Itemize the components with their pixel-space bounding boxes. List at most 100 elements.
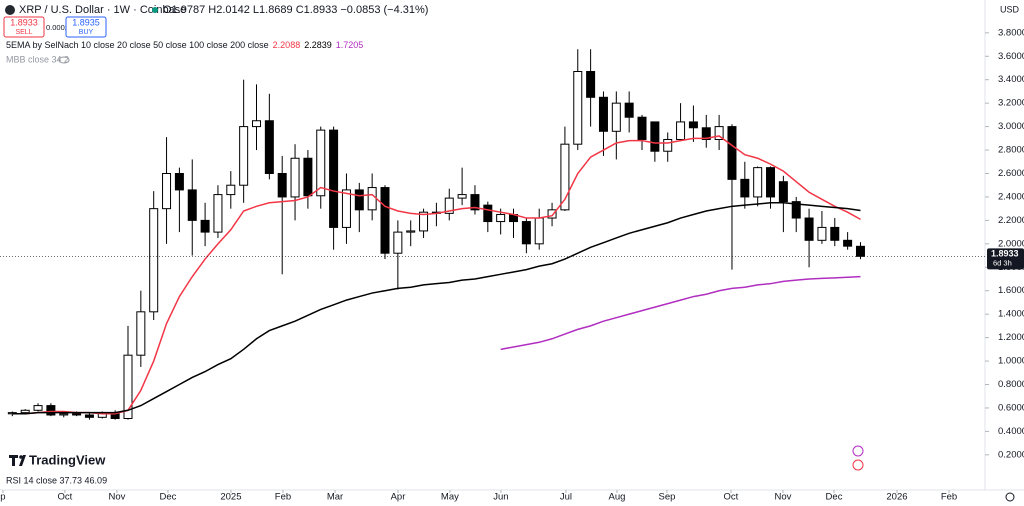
market-status [152,7,158,13]
chart-title: XRP / U.S. Dollar · 1W · Coinbase [19,4,186,16]
indicator-name: 5EMA by SelNach 10 close 20 close 50 clo… [6,40,269,50]
candle-body [611,102,621,132]
candle-body [496,214,506,223]
currency-label: USD [1000,4,1020,14]
candle-body [830,226,840,241]
settings-icon[interactable] [1005,492,1015,502]
candle-body [162,172,172,210]
candle-body [663,138,673,152]
y-tick-label: 2.0000 [998,238,1024,249]
candle-body [72,413,82,416]
indicator-value: 1.7205 [336,40,364,50]
y-tick-label: 3.0000 [998,121,1024,132]
candle-body [483,204,493,223]
x-tick-label: Feb [941,492,957,503]
candle-body [804,217,814,241]
plot-area [0,49,985,420]
candle-body [676,121,686,140]
buy-label: BUY [79,29,94,36]
candle-body [817,226,827,241]
x-tick-label: Jun [493,492,508,503]
logo-text: TradingView [29,452,106,467]
candle-body [701,127,711,140]
candle-body [457,194,467,199]
sell-price: 1.8933 [10,17,38,27]
candle-body [740,178,750,198]
indicator-value: 2.2088 [273,40,301,50]
candle-body [843,239,853,247]
buy-price: 1.8935 [72,17,100,27]
x-tick-label: Apr [391,492,406,503]
candle-body [213,194,223,233]
indicator-line [12,202,861,415]
candle-body [136,311,146,356]
event-icon[interactable] [852,445,864,457]
x-tick-label: Oct [724,492,739,503]
candle-body [406,230,416,233]
candle-body [354,189,364,211]
candle-body [226,184,236,196]
sell-button[interactable] [3,16,45,38]
candle-body [277,172,287,198]
x-tick-label: Nov [775,492,792,503]
indicator-legend: MBB close 34 2 [6,54,69,64]
x-tick-label: 2025 [220,492,241,503]
indicator-legend: 5EMA by SelNach 10 close 20 close 50 clo… [6,40,363,50]
sell-label: SELL [15,29,32,36]
candle-body [329,129,339,228]
candle-body [650,121,660,152]
x-tick-label: Dec [826,492,843,503]
candle-body [187,189,197,221]
candle-body [547,209,557,219]
x-tick-label: Sep [658,492,675,503]
countdown-label: 6d 3h [993,258,1012,267]
candle-body [33,405,43,411]
candle-body [419,211,429,232]
x-tick-label: May [441,492,459,503]
eye-icon[interactable] [58,56,70,64]
candle-body [624,102,634,118]
symbol-icon [5,5,15,15]
x-tick-label: Jul [560,492,572,503]
logo-icon [19,455,23,459]
event-icon[interactable] [852,459,864,471]
candle-body [573,71,583,145]
candle-body [855,245,865,257]
indicator-value: 2.2839 [304,40,332,50]
candle-body [367,187,377,211]
candle-body [316,129,326,197]
x-tick-label: Mar [327,492,343,503]
candle-body [560,143,570,211]
x-tick-label: Nov [108,492,125,503]
x-tick-label: Feb [275,492,291,503]
indicator-line [12,135,861,415]
y-tick-label: 0.8000 [998,379,1024,390]
logo: TradingView [9,452,106,467]
candle-body [303,157,313,197]
buy-button[interactable] [65,16,107,38]
candle-body [341,189,351,228]
candle-body [239,126,249,186]
candle-body [59,413,69,416]
candle-body [470,194,480,211]
candle-body [84,414,94,418]
candle-body [791,201,801,219]
candle-body [688,121,698,129]
candle-body [598,96,608,132]
x-tick-label: Oct [58,492,73,503]
candle-body [264,120,274,174]
candle-body [534,217,544,245]
spread: 0.0002 [46,23,69,32]
